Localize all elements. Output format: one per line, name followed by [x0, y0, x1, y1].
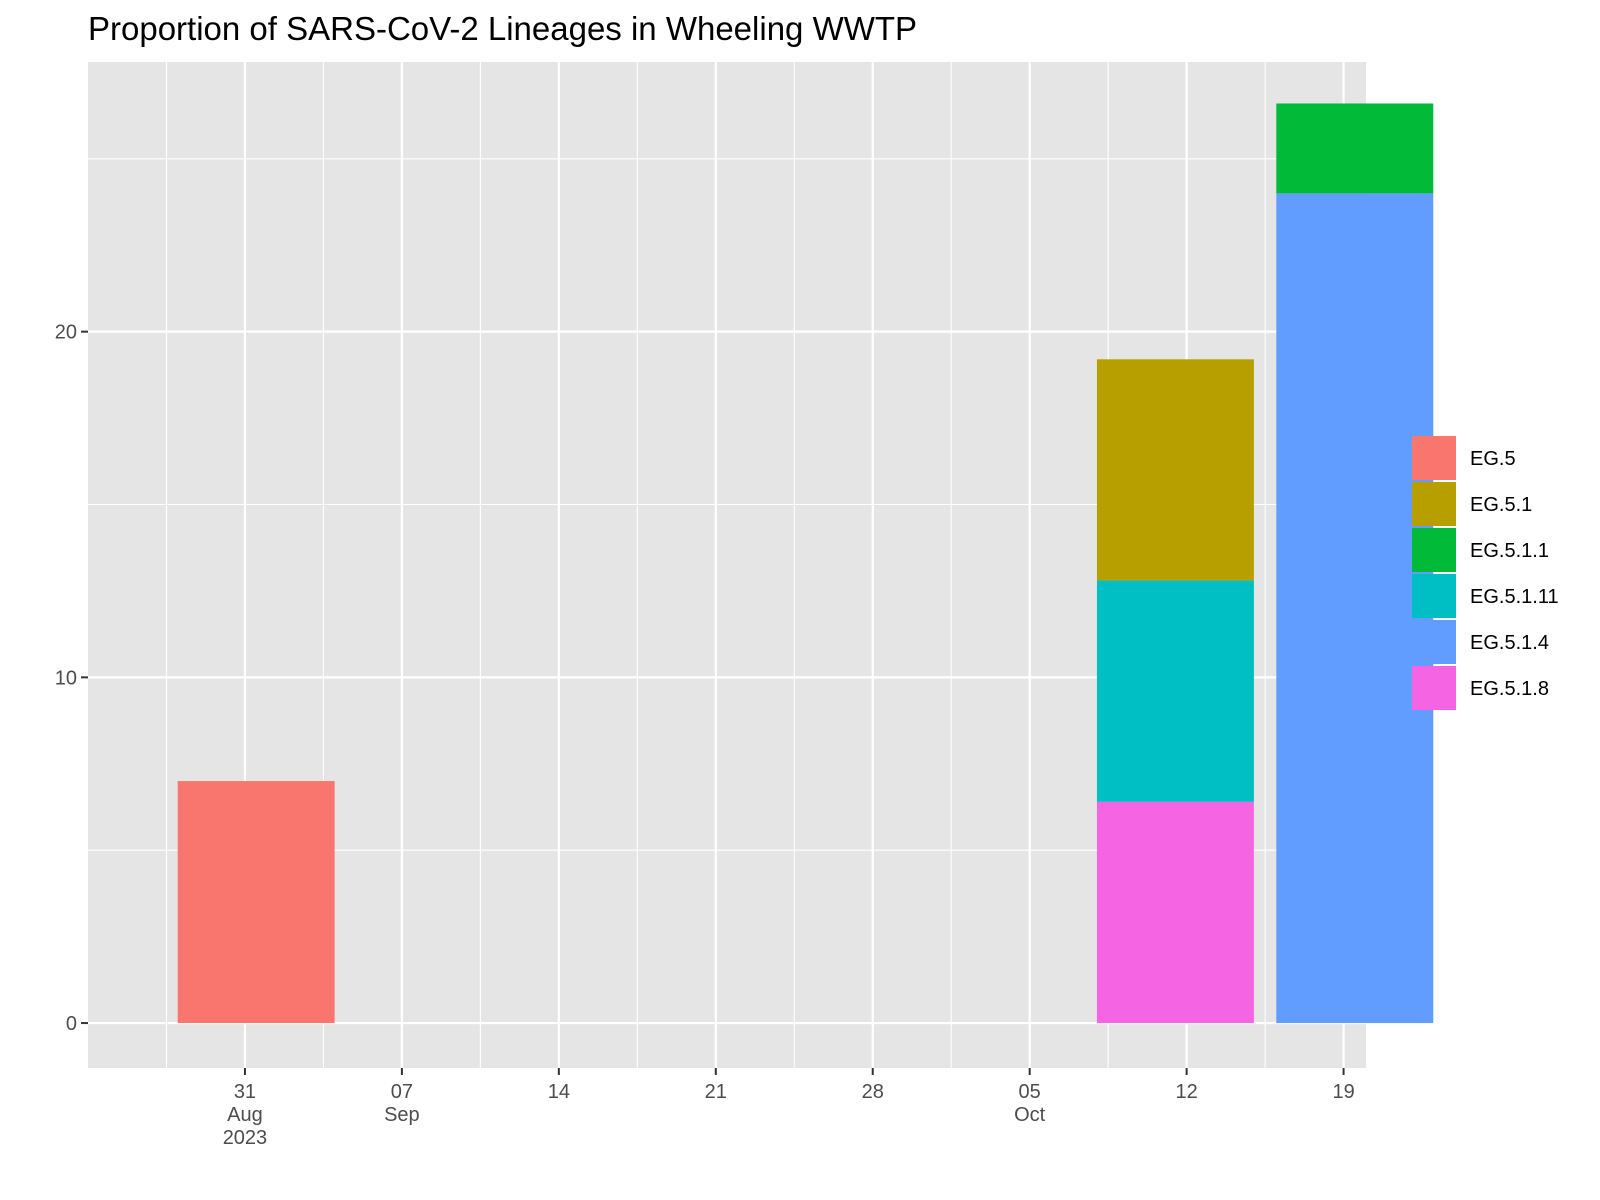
y-tick-label: 20 [55, 322, 77, 344]
bar-segment-eg-5 [177, 781, 335, 1024]
legend-label-eg-5-1-8: EG.5.1.8 [1470, 678, 1549, 700]
legend-key-eg-5-1-8 [1412, 666, 1456, 710]
y-axis: 0 10 20 [55, 322, 88, 1035]
legend: EG.5 EG.5.1 EG.5.1.1 EG.5.1.11 EG.5.1.4 EG.5.… [1412, 436, 1559, 710]
bar-segment-eg-5-1 [1096, 359, 1254, 581]
bar-segment-eg-5-1-4 [1276, 193, 1434, 1024]
legend-label-eg-5-1: EG.5.1 [1470, 494, 1532, 516]
legend-key-eg-5-1-1 [1412, 528, 1456, 572]
x-tick-label: 31 [234, 1081, 256, 1103]
legend-label-eg-5-1-1: EG.5.1.1 [1470, 540, 1549, 562]
legend-label-eg-5-1-11: EG.5.1.11 [1470, 586, 1559, 608]
y-tick-label: 0 [66, 1013, 77, 1035]
legend-key-eg-5-1-11 [1412, 574, 1456, 618]
legend-key-eg-5 [1412, 436, 1456, 480]
x-tick-label: 21 [705, 1081, 727, 1103]
x-tick-label: Oct [1014, 1104, 1046, 1126]
bar-segment-eg-5-1-8 [1096, 801, 1254, 1024]
x-tick-label: 14 [548, 1081, 570, 1103]
x-tick-label: Aug [227, 1104, 263, 1126]
x-tick-label: Sep [384, 1104, 420, 1126]
x-tick-label: 28 [862, 1081, 884, 1103]
bar-segment-eg-5-1-11 [1096, 580, 1254, 802]
legend-label-eg-5-1-4: EG.5.1.4 [1470, 632, 1549, 654]
y-tick-label: 10 [55, 667, 77, 689]
chart-title: Proportion of SARS-CoV-2 Lineages in Whe… [88, 10, 917, 47]
x-tick-label: 12 [1176, 1081, 1198, 1103]
legend-label-eg-5: EG.5 [1470, 448, 1516, 470]
legend-key-eg-5-1-4 [1412, 620, 1456, 664]
bar-segment-eg-5-1-1 [1276, 103, 1434, 194]
legend-key-eg-5-1 [1412, 482, 1456, 526]
x-tick-label: 19 [1332, 1081, 1354, 1103]
bars-layer [177, 103, 1434, 1024]
x-tick-label: 07 [391, 1081, 413, 1103]
x-tick-label: 2023 [223, 1127, 268, 1149]
x-tick-label: 05 [1019, 1081, 1041, 1103]
